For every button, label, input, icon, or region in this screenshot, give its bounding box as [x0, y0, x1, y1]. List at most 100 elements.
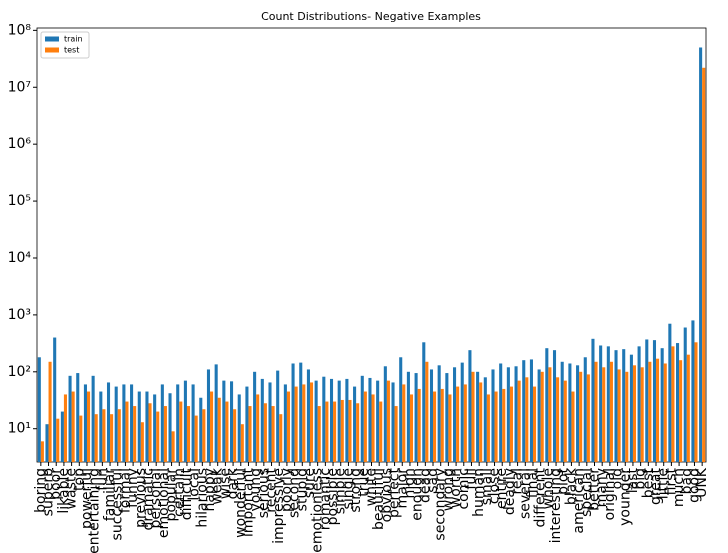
- bar: [568, 363, 572, 462]
- bar: [676, 343, 680, 462]
- x-tick-label: formal: [117, 468, 133, 513]
- x-tick-label: special: [579, 468, 595, 517]
- bar: [660, 348, 664, 462]
- x-tick-label: stupid: [294, 468, 310, 511]
- bar: [260, 378, 264, 462]
- bar: [448, 394, 452, 462]
- x-tick-label: UNK: [694, 467, 710, 498]
- bar: [268, 382, 272, 462]
- bar: [386, 380, 390, 462]
- x-tick-label: major: [394, 468, 410, 509]
- x-tick-label: emotional: [156, 468, 172, 538]
- x-tick-label: white: [364, 468, 380, 506]
- y-tick-label: 10⁶: [8, 136, 32, 152]
- bar: [463, 384, 467, 462]
- bar: [617, 369, 621, 462]
- bar: [306, 369, 310, 462]
- bar: [137, 391, 141, 462]
- bar: [694, 342, 698, 462]
- bar: [586, 374, 590, 462]
- x-tick-label: younger: [617, 468, 633, 526]
- bar: [148, 403, 152, 462]
- bar: [222, 380, 226, 462]
- bar: [532, 386, 537, 462]
- y-tick-label: 10⁸: [8, 22, 32, 38]
- x-tick-label: last: [625, 468, 641, 494]
- bar: [48, 361, 52, 462]
- x-tick-label: full: [463, 468, 479, 490]
- bar: [445, 373, 449, 462]
- x-tick-label: boring: [33, 468, 49, 513]
- x-tick-label: best: [640, 468, 656, 499]
- bar: [379, 401, 383, 462]
- x-tick-label: single: [340, 468, 356, 509]
- bar: [99, 391, 103, 462]
- x-tick-label: good: [686, 468, 702, 503]
- x-tick-label: worth: [448, 468, 464, 508]
- x-tick-label: better: [587, 468, 603, 511]
- bar: [206, 369, 211, 462]
- bar: [702, 67, 706, 462]
- bar: [210, 391, 214, 462]
- x-tick-label: personal: [148, 468, 164, 528]
- chart-title: Count Distributions- Negative Examples: [261, 10, 481, 23]
- bar: [637, 346, 641, 462]
- bar: [314, 380, 318, 462]
- bar: [194, 415, 198, 462]
- x-tick-label: great: [648, 468, 664, 506]
- x-tick-label: top: [71, 468, 87, 491]
- y-tick-label: 10⁷: [8, 79, 31, 95]
- bar: [552, 350, 557, 462]
- bar: [245, 386, 249, 462]
- bar: [425, 361, 429, 462]
- bar: [514, 366, 518, 462]
- bar: [394, 406, 398, 462]
- bar: [202, 409, 206, 462]
- x-tick-label: funny: [125, 468, 141, 508]
- bar: [699, 47, 703, 463]
- bar: [602, 367, 606, 462]
- x-tick-label: close: [487, 468, 503, 504]
- bar: [629, 354, 633, 462]
- bar: [429, 369, 434, 462]
- x-tick-label: high: [402, 468, 418, 499]
- y-tick-label: 10⁴: [8, 250, 32, 266]
- bar: [406, 371, 410, 462]
- x-tick-label: several: [517, 468, 533, 519]
- bar: [560, 361, 564, 462]
- bar: [168, 393, 172, 462]
- x-tick-label: serious: [256, 468, 272, 518]
- bar: [571, 391, 575, 462]
- bar: [163, 406, 167, 462]
- bar: [256, 394, 260, 462]
- bar: [563, 380, 567, 462]
- bar: [414, 373, 418, 462]
- legend-label: test: [64, 46, 79, 55]
- x-tick-label: romantic: [317, 468, 333, 530]
- bar: [599, 345, 603, 462]
- bar: [476, 371, 480, 462]
- bar: [371, 394, 375, 462]
- bar: [491, 369, 495, 462]
- x-tick-label: human: [471, 468, 487, 517]
- bar: [440, 388, 444, 462]
- x-tick-label: different: [533, 467, 549, 527]
- x-tick-label: american: [571, 468, 587, 534]
- bar: [76, 373, 80, 462]
- bar: [125, 401, 129, 462]
- bar: [145, 391, 149, 462]
- bar: [214, 364, 218, 462]
- x-tick-label: bad: [679, 468, 695, 494]
- x-tick-label: old: [610, 468, 626, 489]
- bar: [402, 384, 406, 462]
- bar: [186, 406, 191, 462]
- x-tick-label: local: [187, 468, 203, 501]
- bar: [191, 384, 195, 462]
- x-tick-label: previous: [133, 468, 149, 528]
- bar: [683, 327, 687, 462]
- x-tick-label: emotionless: [310, 468, 326, 553]
- x-tick-label: likable: [56, 468, 72, 514]
- bar: [171, 431, 175, 462]
- bar: [156, 411, 160, 462]
